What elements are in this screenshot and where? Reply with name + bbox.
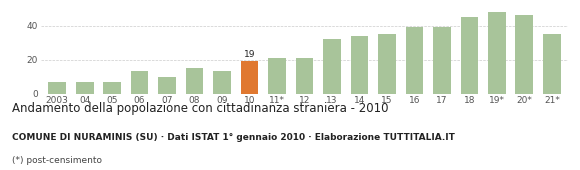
Bar bbox=[378, 34, 396, 94]
Bar bbox=[103, 82, 121, 94]
Bar bbox=[488, 12, 506, 94]
Bar bbox=[75, 82, 93, 94]
Bar bbox=[461, 17, 478, 94]
Bar bbox=[323, 39, 341, 94]
Bar bbox=[158, 76, 176, 94]
Bar bbox=[48, 82, 66, 94]
Bar bbox=[186, 68, 204, 94]
Bar bbox=[516, 15, 534, 94]
Bar bbox=[268, 58, 286, 94]
Text: Andamento della popolazione con cittadinanza straniera - 2010: Andamento della popolazione con cittadin… bbox=[12, 102, 388, 115]
Text: (*) post-censimento: (*) post-censimento bbox=[12, 156, 102, 165]
Bar bbox=[543, 34, 561, 94]
Text: 19: 19 bbox=[244, 50, 255, 59]
Bar bbox=[130, 71, 148, 94]
Bar bbox=[350, 36, 368, 94]
Bar bbox=[433, 27, 451, 94]
Bar bbox=[296, 58, 313, 94]
Bar bbox=[405, 27, 423, 94]
Bar bbox=[241, 61, 259, 94]
Text: COMUNE DI NURAMINIS (SU) · Dati ISTAT 1° gennaio 2010 · Elaborazione TUTTITALIA.: COMUNE DI NURAMINIS (SU) · Dati ISTAT 1°… bbox=[12, 133, 455, 142]
Bar bbox=[213, 71, 231, 94]
